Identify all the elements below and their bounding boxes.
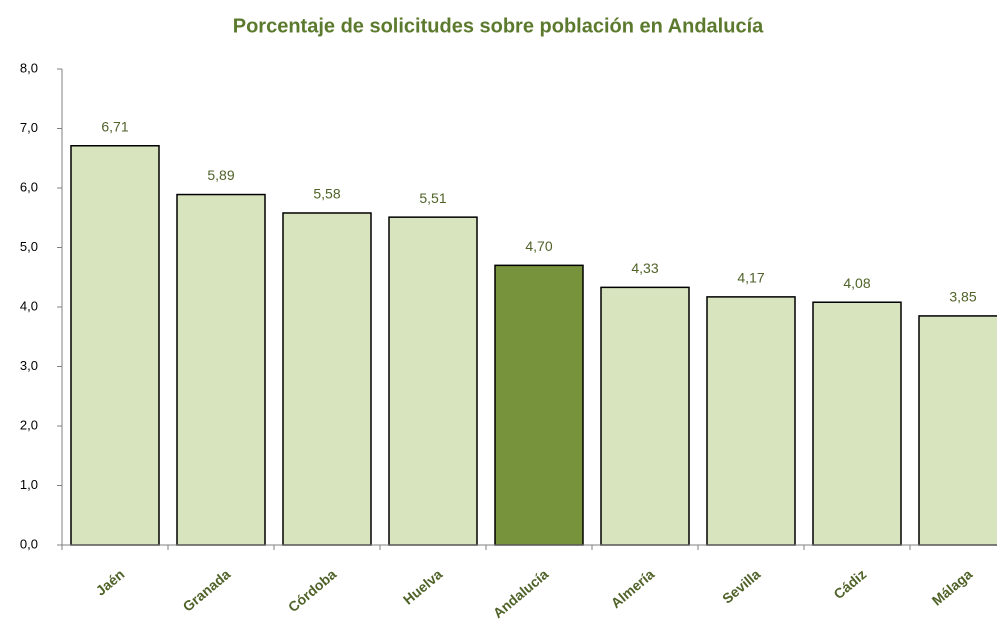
y-tick-label: 4,0	[20, 298, 38, 313]
x-tick-label: Jaén	[93, 566, 128, 599]
bar	[176, 193, 266, 546]
x-tick-label: Málaga	[929, 566, 976, 609]
x-tick-label: Huelva	[400, 566, 446, 608]
chart-title: Porcentaje de solicitudes sobre població…	[233, 15, 764, 37]
value-label: 4,17	[737, 270, 764, 286]
value-label: 5,89	[207, 167, 234, 183]
bar	[918, 315, 997, 546]
bar	[282, 212, 372, 546]
bar	[70, 145, 160, 546]
bar	[388, 216, 478, 546]
x-tick-label: Cádiz	[830, 566, 869, 602]
bar	[812, 301, 902, 546]
value-label: 3,85	[949, 289, 976, 305]
value-label: 4,33	[631, 260, 658, 276]
x-tick-label: Almería	[608, 566, 658, 611]
value-label: 5,51	[419, 190, 446, 206]
y-tick-label: 3,0	[20, 358, 38, 373]
y-tick-label: 6,0	[20, 179, 38, 194]
bar	[600, 286, 690, 546]
y-tick-label: 8,0	[20, 60, 38, 75]
y-tick-label: 7,0	[20, 120, 38, 135]
bar	[494, 264, 584, 546]
x-tick-label: Córdoba	[285, 566, 340, 615]
value-label: 6,71	[101, 118, 128, 134]
y-tick-label: 1,0	[20, 477, 38, 492]
y-tick-label: 0,0	[20, 536, 38, 551]
y-tick-label: 2,0	[20, 417, 38, 432]
x-tick-label: Sevilla	[719, 566, 763, 607]
value-label: 4,70	[525, 238, 552, 254]
x-tick-label: Andalucía	[490, 566, 552, 621]
y-tick-label: 5,0	[20, 239, 38, 254]
value-label: 5,58	[313, 186, 340, 202]
value-label: 4,08	[843, 275, 870, 291]
x-tick-label: Granada	[180, 566, 234, 615]
bar	[706, 296, 796, 546]
